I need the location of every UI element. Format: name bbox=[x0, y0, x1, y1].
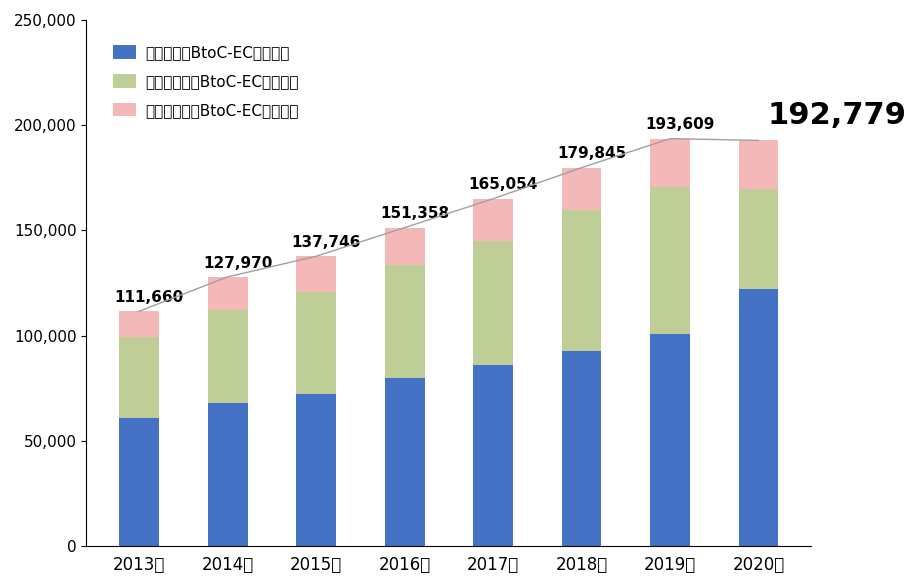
Bar bbox=[385, 378, 425, 546]
Bar bbox=[385, 265, 425, 378]
Bar bbox=[119, 336, 159, 418]
Bar bbox=[739, 189, 778, 289]
Bar bbox=[562, 168, 601, 210]
Bar bbox=[739, 141, 778, 189]
Bar bbox=[650, 334, 690, 546]
Bar bbox=[119, 418, 159, 546]
Bar bbox=[650, 139, 690, 187]
Bar bbox=[385, 228, 425, 265]
Text: 192,779: 192,779 bbox=[767, 101, 906, 130]
Bar bbox=[297, 292, 336, 394]
Text: 111,660: 111,660 bbox=[115, 290, 184, 305]
Text: 165,054: 165,054 bbox=[469, 178, 538, 192]
Bar bbox=[297, 256, 336, 292]
Bar bbox=[473, 365, 513, 546]
Bar bbox=[208, 310, 248, 403]
Bar bbox=[473, 199, 513, 241]
Bar bbox=[208, 403, 248, 546]
Legend: 物販系分釫BtoC-EC市場規模, サービス分釫BtoC-EC市場規模, デジタル分釫BtoC-EC市場規模: 物販系分釫BtoC-EC市場規模, サービス分釫BtoC-EC市場規模, デジタ… bbox=[101, 33, 311, 130]
Bar bbox=[208, 277, 248, 310]
Bar bbox=[650, 187, 690, 334]
Bar bbox=[562, 210, 601, 350]
Text: 151,358: 151,358 bbox=[380, 206, 449, 221]
Text: 127,970: 127,970 bbox=[204, 256, 273, 270]
Bar bbox=[739, 289, 778, 546]
Bar bbox=[297, 394, 336, 546]
Bar bbox=[562, 350, 601, 546]
Bar bbox=[119, 311, 159, 336]
Text: 193,609: 193,609 bbox=[646, 118, 715, 132]
Text: 179,845: 179,845 bbox=[557, 146, 626, 161]
Text: 137,746: 137,746 bbox=[292, 235, 361, 250]
Bar bbox=[473, 241, 513, 365]
